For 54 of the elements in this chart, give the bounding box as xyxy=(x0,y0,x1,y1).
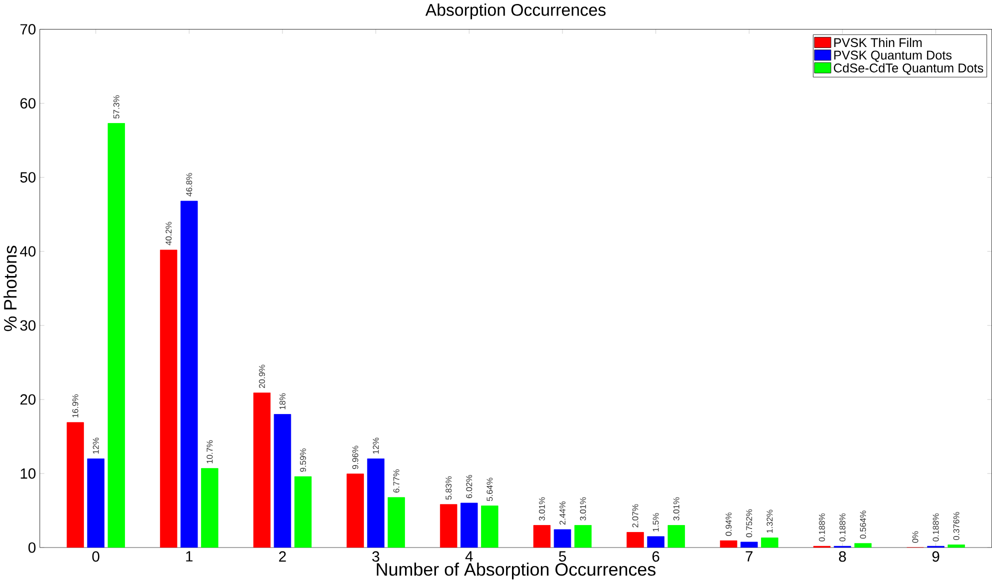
data-label: 12% xyxy=(92,438,99,454)
data-label: 3.01% xyxy=(673,497,680,521)
legend-label: CdSe-CdTe Quantum Dots xyxy=(834,63,984,75)
y-axis-title: % Photons xyxy=(4,246,17,332)
data-label: 2.07% xyxy=(632,504,638,528)
data-label: 9.59% xyxy=(300,448,306,472)
legend-label: PVSK Quantum Dots xyxy=(834,50,952,62)
data-label: 0% xyxy=(912,531,918,543)
x-tick-label: 0 xyxy=(92,551,100,562)
data-label: 57.3% xyxy=(113,95,120,119)
x-tick-label: 3 xyxy=(372,551,380,562)
y-tick-label: 20 xyxy=(20,394,36,405)
y-tick-label: 40 xyxy=(20,246,36,257)
data-label: 18% xyxy=(279,393,286,410)
data-label: 0.188% xyxy=(818,514,825,542)
y-tick-label: 70 xyxy=(20,24,36,35)
x-tick-label: 4 xyxy=(465,551,473,562)
data-label: 16.9% xyxy=(72,394,78,418)
x-tick-label: 6 xyxy=(652,551,660,562)
data-label: 12% xyxy=(372,438,379,454)
data-label: 10.7% xyxy=(206,440,213,464)
data-label: 0.376% xyxy=(953,512,960,540)
data-label: 6.77% xyxy=(393,469,400,493)
data-label: 0.188% xyxy=(839,514,846,542)
data-label: 20.9% xyxy=(258,364,265,388)
x-tick-label: 1 xyxy=(186,551,193,562)
data-label: 46.8% xyxy=(186,173,192,196)
x-tick-label: 5 xyxy=(558,551,566,562)
data-label: 0.94% xyxy=(726,512,732,536)
y-tick-label: 0 xyxy=(28,542,36,553)
chart-title: Absorption Occurrences xyxy=(425,4,606,20)
data-label: 9.96% xyxy=(352,446,358,470)
data-label: 40.2% xyxy=(166,222,172,246)
data-label: 5.83% xyxy=(446,476,452,500)
y-tick-label: 10 xyxy=(20,468,36,479)
x-tick-label: 9 xyxy=(932,551,940,562)
data-label: 2.44% xyxy=(560,502,566,525)
data-label: 0.188% xyxy=(932,514,939,542)
data-label: 3.01% xyxy=(538,497,545,521)
data-label: 3.01% xyxy=(580,497,586,521)
y-tick-label: 30 xyxy=(20,320,36,331)
data-label: 5.64% xyxy=(486,478,493,502)
x-axis-title: Number of Absorption Occurrences xyxy=(376,562,656,580)
x-tick-label: 7 xyxy=(746,551,752,562)
data-label: 1.32% xyxy=(766,510,773,533)
data-label: 0.752% xyxy=(746,509,752,538)
x-tick-label: 2 xyxy=(279,551,286,562)
data-label: 1.5% xyxy=(652,513,659,532)
y-tick-label: 50 xyxy=(20,172,36,183)
y-tick-label: 60 xyxy=(20,98,36,109)
x-tick-label: 8 xyxy=(839,551,846,562)
legend-label: PVSK Thin Film xyxy=(834,38,922,48)
data-label: 6.02% xyxy=(466,475,472,498)
data-label: 0.564% xyxy=(860,510,866,539)
